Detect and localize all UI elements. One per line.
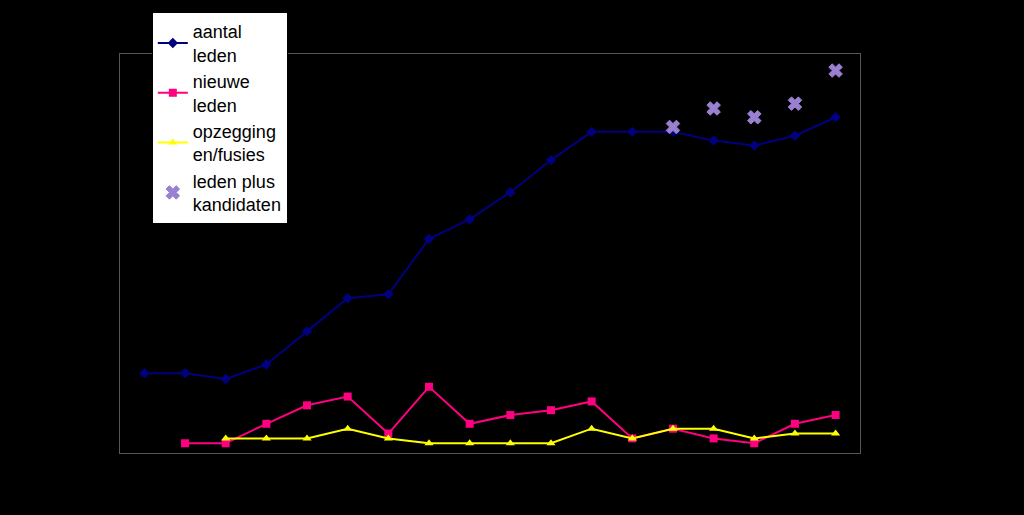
svg-text:opzeggingen/fusies: opzeggingen/fusies bbox=[193, 122, 276, 165]
svg-text:aantalleden: aantalleden bbox=[193, 22, 242, 65]
svg-text:nieuweleden: nieuweleden bbox=[193, 72, 250, 115]
svg-text:leden pluskandidaten: leden pluskandidaten bbox=[193, 172, 281, 215]
